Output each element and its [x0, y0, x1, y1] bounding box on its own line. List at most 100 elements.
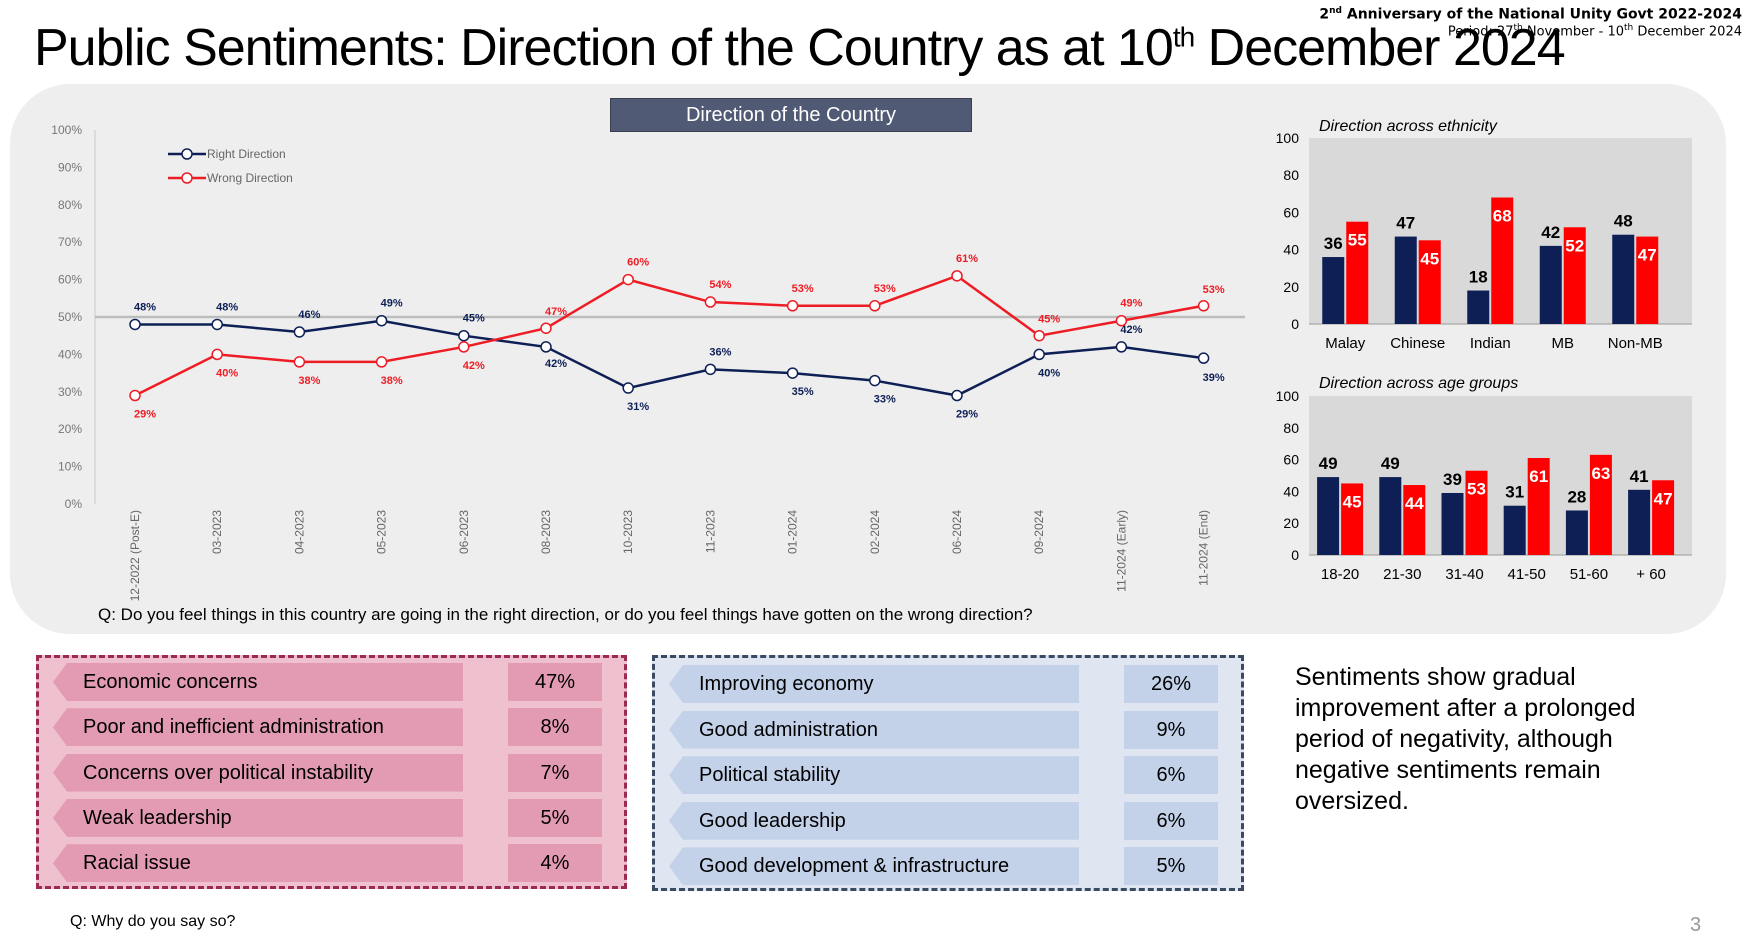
bar-series-2 — [1346, 221, 1369, 324]
data-point — [129, 318, 141, 331]
y-tick-label: 40 — [1283, 242, 1299, 258]
x-tick-label: 08-2023 — [539, 510, 553, 554]
data-point — [540, 322, 552, 334]
negative-reason-label: Poor and inefficient administration — [53, 708, 463, 747]
x-tick-label: 02-2024 — [868, 510, 882, 554]
data-point — [786, 367, 799, 379]
y-tick-label: 100% — [51, 123, 82, 137]
y-tick-label: 80 — [1283, 420, 1299, 436]
bar-value-label: 42 — [1541, 223, 1560, 242]
bar-value-label: 49 — [1319, 454, 1338, 473]
x-tick-label: 05-2023 — [375, 510, 389, 554]
data-point — [458, 341, 470, 353]
negative-reason-row: Poor and inefficient administration 8% — [53, 708, 613, 747]
bar-series-1 — [1612, 234, 1635, 324]
data-label: 29% — [134, 409, 156, 421]
positive-reason-row: Good administration 9% — [669, 710, 1229, 749]
x-tick-label: 01-2024 — [786, 510, 800, 554]
y-tick-label: 60% — [58, 273, 82, 287]
y-tick-label: 60 — [1283, 452, 1299, 468]
bar-series-1 — [1441, 492, 1464, 555]
data-point — [622, 273, 634, 286]
data-label: 48% — [134, 301, 156, 313]
data-label: 42% — [545, 358, 567, 370]
x-tick-label: 11-2024 (End) — [1197, 510, 1211, 586]
bar-series-1 — [1379, 477, 1402, 555]
positive-reason-label: Political stability — [669, 756, 1079, 795]
bar-series-1 — [1394, 236, 1417, 324]
data-point — [622, 382, 634, 394]
x-tick-label: 41-50 — [1508, 566, 1546, 583]
y-tick-label: 100 — [1276, 388, 1300, 404]
data-label: 39% — [1203, 372, 1225, 384]
data-point — [1197, 300, 1210, 312]
data-label: 61% — [956, 253, 978, 265]
data-point — [704, 296, 717, 308]
negative-reason-label: Weak leadership — [53, 798, 463, 837]
y-tick-label: 80 — [1283, 167, 1299, 183]
y-tick-label: 60 — [1283, 204, 1299, 220]
negative-reasons-box: Economic concerns 47% Poor and inefficient… — [36, 655, 627, 889]
bar-series-2 — [1403, 485, 1426, 555]
bar-series-2 — [1563, 227, 1586, 324]
bar-value-label: 45 — [1420, 249, 1439, 268]
data-point — [951, 389, 963, 402]
data-label: 49% — [1120, 298, 1142, 310]
positive-reason-row: Good leadership 6% — [669, 801, 1229, 840]
data-label: 38% — [298, 375, 320, 387]
bar-chart-title: Direction across age groups — [1319, 375, 1518, 392]
bar-series-2 — [1589, 454, 1612, 555]
data-label: 53% — [1203, 284, 1225, 296]
y-tick-label: 20 — [1283, 515, 1299, 531]
positive-reason-value: 9% — [1124, 710, 1218, 749]
bar-value-label: 18 — [1469, 268, 1488, 287]
y-tick-label: 0 — [1291, 547, 1299, 563]
y-tick-label: 20 — [1283, 279, 1299, 295]
data-label: 38% — [381, 375, 403, 387]
data-point — [540, 341, 552, 353]
data-point — [375, 314, 388, 327]
data-label: 33% — [874, 394, 896, 406]
bar-value-label: 36 — [1324, 234, 1343, 253]
positive-reason-label: Good administration — [669, 710, 1079, 749]
data-point — [211, 318, 223, 331]
negative-reason-value: 5% — [508, 798, 602, 837]
data-label: 47% — [545, 306, 567, 318]
bar-value-label: 28 — [1567, 487, 1586, 506]
positive-reason-label: Good development & infrastructure — [669, 847, 1079, 886]
line-chart-title: Direction of the Country — [610, 98, 972, 132]
bar-value-label: 61 — [1529, 467, 1548, 486]
data-label: 53% — [792, 283, 814, 295]
data-point — [458, 329, 470, 342]
x-tick-label: Malay — [1325, 335, 1366, 352]
series-line — [135, 319, 1204, 397]
data-label: 35% — [792, 386, 814, 398]
negative-reason-label: Economic concerns — [53, 663, 463, 701]
bar-series-2 — [1527, 458, 1550, 555]
x-tick-label: 51-60 — [1570, 566, 1608, 583]
bar-series-1 — [1467, 290, 1490, 324]
data-point — [704, 363, 717, 376]
data-point — [869, 374, 881, 387]
negative-reason-row: Economic concerns 47% — [53, 663, 613, 701]
question-direction: Q: Do you feel things in this country ar… — [98, 605, 1033, 624]
bar-value-label: 41 — [1630, 467, 1649, 486]
data-label: 40% — [1038, 367, 1060, 379]
bar-series-2 — [1418, 240, 1441, 324]
negative-reason-row: Racial issue 4% — [53, 844, 613, 883]
y-tick-label: 50% — [58, 310, 82, 324]
positive-reasons-box: Improving economy 26% Good administration 9… — [652, 655, 1244, 891]
x-tick-label: 06-2024 — [950, 510, 964, 554]
data-label: 46% — [298, 309, 320, 321]
y-tick-label: 0 — [1291, 316, 1299, 332]
negative-reason-row: Weak leadership 5% — [53, 798, 613, 837]
period-label: Period: 27th November - 10th December 20… — [1447, 22, 1742, 39]
page-title: Public Sentiments: Direction of the Coun… — [34, 19, 1566, 77]
data-point — [1115, 341, 1128, 353]
data-label: 53% — [874, 283, 896, 295]
positive-reason-value: 6% — [1124, 756, 1218, 795]
x-tick-label: 12-2022 (Post-E) — [128, 510, 142, 601]
data-point — [375, 356, 388, 368]
bar-value-label: 63 — [1591, 464, 1610, 483]
